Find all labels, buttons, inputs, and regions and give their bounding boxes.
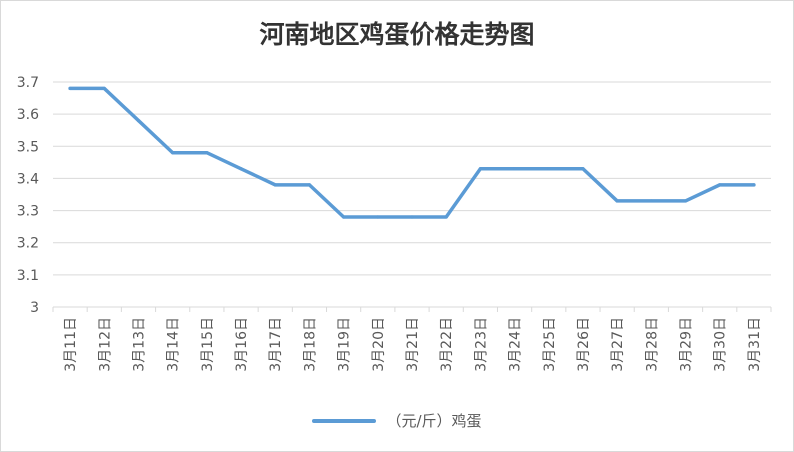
y-tick-label: 3.6 xyxy=(17,107,39,123)
x-tick-label: 3月22日 xyxy=(439,317,455,372)
data-point xyxy=(171,151,175,155)
data-point xyxy=(273,183,277,187)
chart-title: 河南地区鸡蛋价格走势图 xyxy=(259,20,535,49)
data-point xyxy=(512,167,517,171)
gridlines xyxy=(52,81,772,312)
data-point xyxy=(718,183,722,187)
data-point xyxy=(444,215,448,219)
legend: （元/斤）鸡蛋 xyxy=(1,410,793,431)
data-point xyxy=(239,167,243,171)
data-point xyxy=(581,167,585,171)
x-tick-label: 3月14日 xyxy=(166,317,182,372)
x-tick-label: 3月15日 xyxy=(200,317,216,372)
y-tick-label: 3.2 xyxy=(17,236,39,252)
data-point xyxy=(547,167,551,171)
x-tick-label: 3月26日 xyxy=(576,317,592,372)
data-point xyxy=(342,215,346,219)
x-tick-label: 3月30日 xyxy=(713,317,729,372)
data-point xyxy=(752,183,756,187)
y-tick-label: 3.3 xyxy=(17,204,39,220)
x-axis-ticks: 3月11日 3月12日 3月13日 3月14日 3月15日 3月16日 3月17日 3月18日… xyxy=(63,317,763,372)
series-layer xyxy=(68,86,756,219)
legend-swatch xyxy=(312,418,377,423)
data-point xyxy=(205,151,209,155)
data-point xyxy=(376,215,380,219)
x-tick-label: 3月19日 xyxy=(337,317,353,372)
x-tick-label: 3月23日 xyxy=(473,317,489,372)
x-tick-label: 3月28日 xyxy=(644,317,660,372)
legend-label: （元/斤）鸡蛋 xyxy=(386,412,482,430)
data-point xyxy=(615,199,619,203)
data-point xyxy=(68,86,72,91)
x-tick-label: 3月12日 xyxy=(97,317,113,372)
data-point xyxy=(307,183,312,187)
y-tick-label: 3.7 xyxy=(17,75,39,91)
x-tick-label: 3月18日 xyxy=(302,317,318,372)
x-tick-label: 3月21日 xyxy=(405,317,421,372)
data-point xyxy=(136,118,141,123)
x-tick-label: 3月24日 xyxy=(508,317,524,372)
x-tick-label: 3月13日 xyxy=(131,317,147,372)
x-tick-label: 3月20日 xyxy=(371,317,387,372)
x-tick-label: 3月11日 xyxy=(63,317,79,372)
x-tick-label: 3月27日 xyxy=(610,317,626,372)
y-axis-ticks: 3.7 3.6 3.5 3.4 3.3 3.2 3.1 3 xyxy=(17,75,39,316)
x-tick-label: 3月31日 xyxy=(747,317,763,372)
x-tick-label: 3月25日 xyxy=(542,317,558,372)
data-point xyxy=(683,199,688,203)
y-tick-label: 3.1 xyxy=(17,268,39,284)
y-tick-label: 3.5 xyxy=(17,139,39,155)
y-tick-label: 3 xyxy=(30,300,39,316)
x-tick-label: 3月16日 xyxy=(234,317,250,372)
data-point xyxy=(478,167,482,171)
data-point xyxy=(410,215,414,219)
data-point xyxy=(102,86,106,91)
x-tick-label: 3月29日 xyxy=(679,317,695,372)
y-tick-label: 3.4 xyxy=(17,171,39,187)
x-tick-label: 3月17日 xyxy=(268,317,284,372)
data-point xyxy=(649,199,653,203)
